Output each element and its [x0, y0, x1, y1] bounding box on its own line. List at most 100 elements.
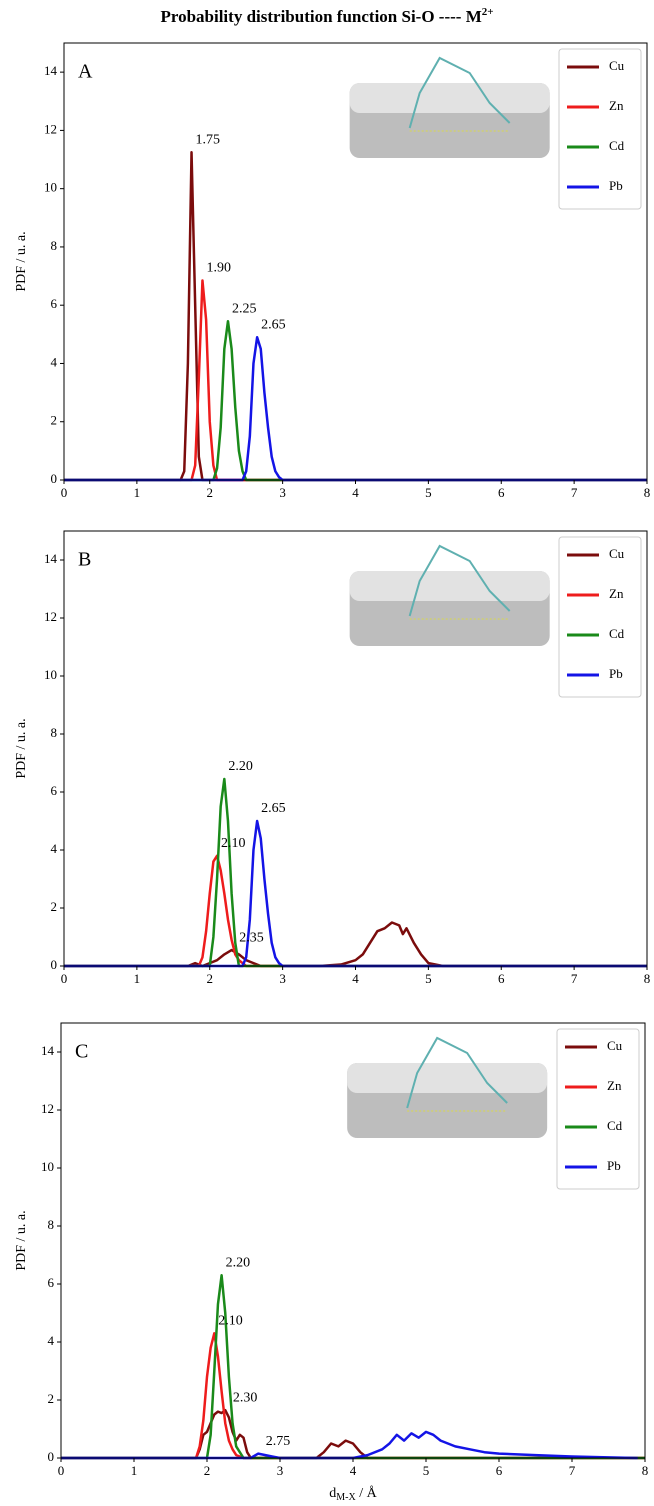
y-tick-label: 6 [51, 783, 58, 798]
title-superscript: 2+ [482, 6, 494, 18]
y-tick-label: 10 [44, 667, 57, 682]
x-tick-label: 5 [423, 1463, 430, 1478]
y-tick-label: 4 [48, 1333, 55, 1348]
inset-surface-top [349, 571, 550, 601]
y-tick-label: 2 [51, 899, 58, 914]
x-label-subscript: M-X [336, 1492, 356, 1503]
x-tick-label: 7 [569, 1463, 576, 1478]
x-label-unit: / Å [356, 1485, 378, 1501]
y-tick-label: 14 [44, 63, 58, 78]
inset-molecule [408, 56, 511, 129]
y-tick-label: 6 [48, 1275, 55, 1290]
y-tick-label: 10 [41, 1159, 54, 1174]
peak-annotation: 2.25 [232, 301, 257, 316]
x-tick-label: 4 [352, 971, 359, 986]
peak-annotation: 2.65 [261, 317, 286, 332]
legend-label: Cu [607, 1038, 623, 1053]
y-tick-label: 12 [44, 121, 57, 136]
legend-label: Cd [607, 1118, 623, 1133]
x-tick-label: 4 [350, 1463, 357, 1478]
x-tick-label: 1 [131, 1463, 138, 1478]
y-axis-label: PDF / u. a. [14, 718, 29, 778]
x-tick-label: 0 [61, 485, 68, 500]
y-tick-label: 14 [41, 1043, 55, 1058]
title-main: Probability distribution function Si-O -… [160, 7, 481, 26]
peak-annotation: 1.90 [206, 261, 231, 276]
x-tick-label: 2 [207, 485, 214, 500]
peak-annotation: 2.65 [261, 801, 286, 816]
y-tick-label: 12 [44, 609, 57, 624]
x-tick-label: 3 [279, 971, 286, 986]
peak-annotation: 2.75 [266, 1434, 291, 1449]
x-tick-label: 6 [498, 485, 505, 500]
y-tick-label: 0 [48, 1449, 55, 1464]
legend-box [556, 1028, 640, 1190]
peak-annotation: 2.10 [218, 1314, 243, 1329]
legend-box [558, 48, 642, 210]
y-tick-label: 0 [51, 471, 58, 486]
legend-label: Cu [609, 58, 625, 73]
y-axis-label: PDF / u. a. [14, 1210, 29, 1270]
x-tick-label: 7 [571, 971, 578, 986]
x-tick-label: 7 [571, 485, 578, 500]
pdf-line [64, 854, 647, 968]
inset-surface-top [347, 1063, 548, 1093]
x-tick-label: 5 [425, 971, 432, 986]
y-tick-label: 0 [51, 957, 58, 972]
y-tick-label: 8 [51, 238, 58, 253]
pdf-line [64, 819, 647, 968]
x-tick-label: 2 [207, 971, 214, 986]
legend-label: Zn [609, 586, 624, 601]
y-tick-label: 8 [48, 1217, 55, 1232]
x-tick-label: 8 [642, 1463, 649, 1478]
peak-annotation: 2.20 [226, 1256, 251, 1271]
figure-title: Probability distribution function Si-O -… [160, 6, 493, 26]
x-tick-label: 6 [496, 1463, 503, 1478]
y-tick-label: 2 [51, 413, 58, 428]
x-tick-label: 5 [425, 485, 432, 500]
panel-label: C [75, 1041, 88, 1063]
pdf-line [64, 336, 647, 482]
y-tick-label: 4 [51, 841, 58, 856]
x-label-main: d [329, 1486, 336, 1501]
x-tick-label: 3 [277, 1463, 284, 1478]
x-tick-label: 8 [644, 971, 651, 986]
pdf-line [61, 1274, 645, 1460]
peak-annotation: 2.35 [239, 930, 264, 945]
y-tick-label: 14 [44, 551, 58, 566]
legend-label: Pb [609, 178, 623, 193]
peak-annotation: 2.10 [221, 836, 246, 851]
pdf-line [64, 921, 647, 968]
pdf-line [64, 279, 647, 482]
legend-label: Pb [609, 666, 623, 681]
legend-label: Zn [607, 1078, 622, 1093]
pdf-line [64, 151, 647, 482]
legend-label: Zn [609, 98, 624, 113]
legend-label: Cu [609, 546, 625, 561]
x-tick-label: 8 [644, 485, 651, 500]
pdf-line [61, 1332, 645, 1460]
x-tick-label: 1 [134, 971, 141, 986]
x-tick-label: 1 [134, 485, 141, 500]
x-tick-label: 4 [352, 485, 359, 500]
y-tick-label: 4 [51, 354, 58, 369]
legend-box [558, 536, 642, 698]
y-axis-label: PDF / u. a. [14, 231, 29, 291]
y-tick-label: 2 [48, 1391, 55, 1406]
y-tick-label: 12 [41, 1101, 54, 1116]
y-tick-label: 6 [51, 296, 58, 311]
legend-label: Pb [607, 1158, 621, 1173]
inset-surface-top [349, 83, 550, 113]
x-tick-label: 6 [498, 971, 505, 986]
peak-annotation: 2.20 [228, 759, 253, 774]
pdf-line [64, 319, 647, 482]
x-tick-label: 0 [58, 1463, 65, 1478]
legend-label: Cd [609, 626, 625, 641]
inset-molecule [408, 544, 511, 617]
x-tick-label: 0 [61, 971, 68, 986]
legend-label: Cd [609, 138, 625, 153]
